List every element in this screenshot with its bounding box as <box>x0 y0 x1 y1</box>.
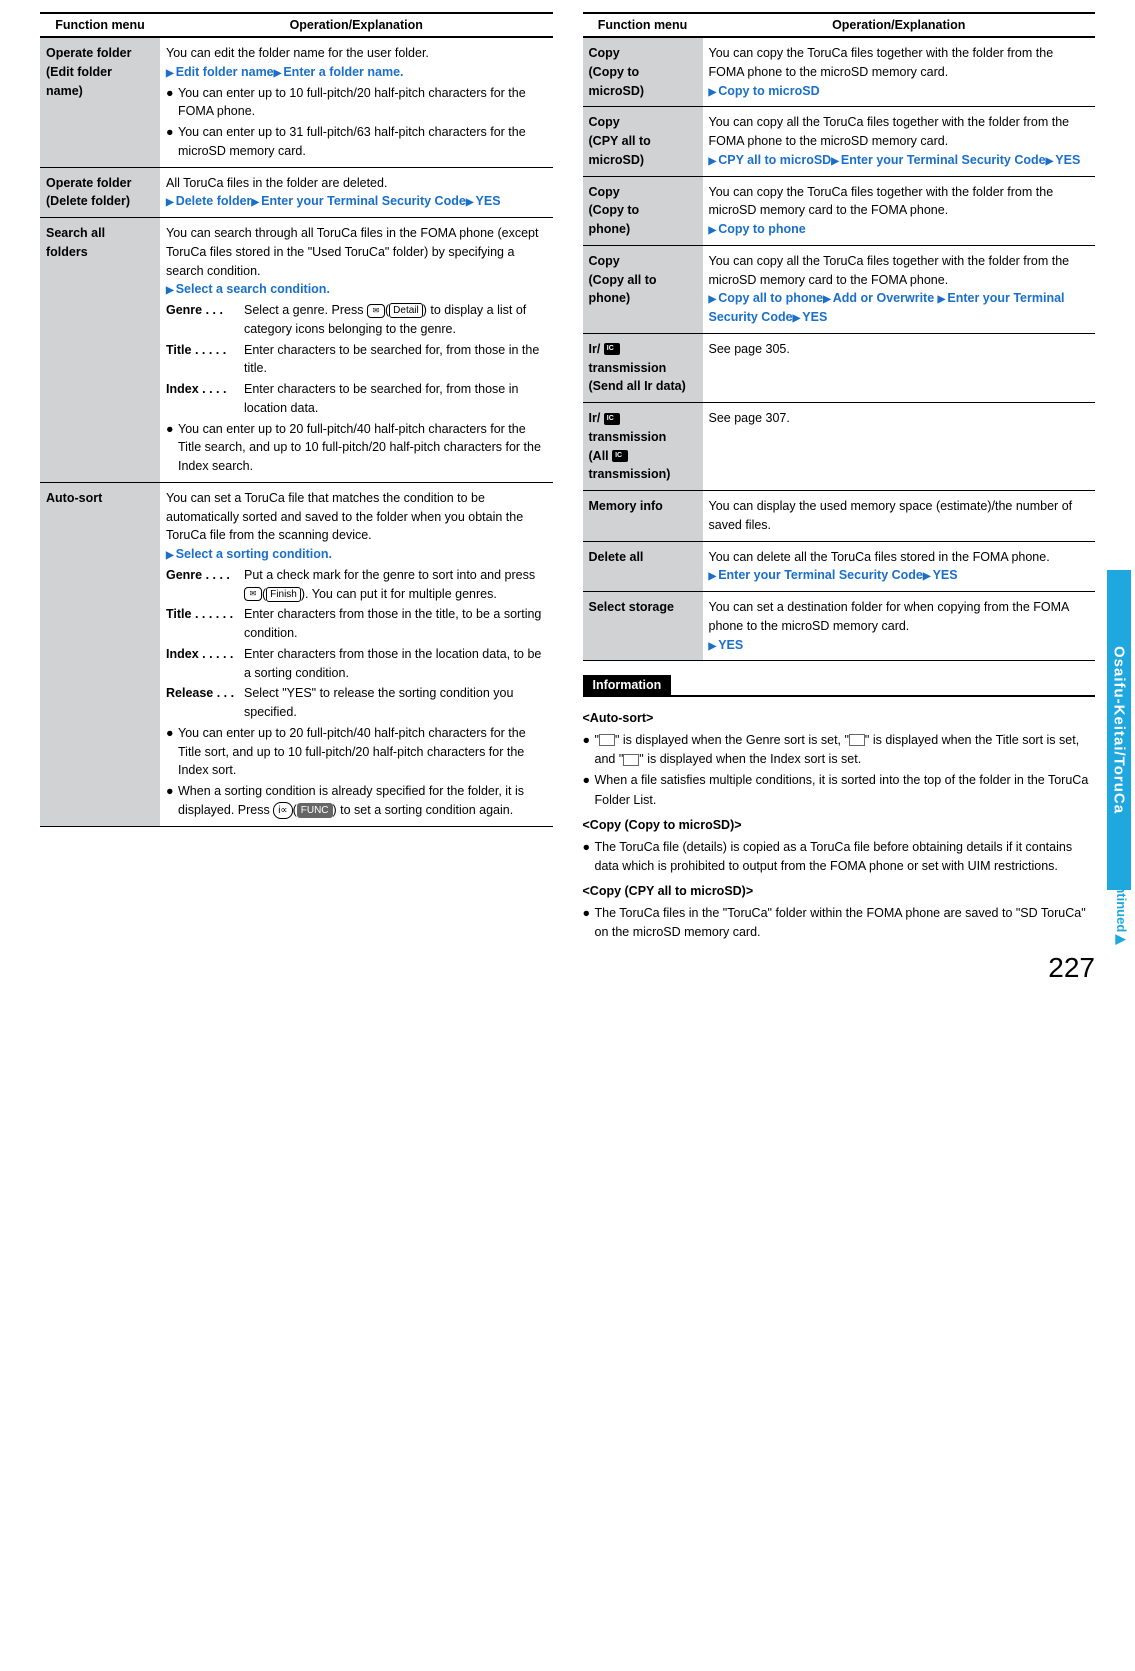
info-section-title: <Copy (CPY all to microSD)> <box>583 882 1096 901</box>
right-column: Function menu Operation/Explanation Copy… <box>583 12 1096 942</box>
step-text: Select a sorting condition. <box>166 545 549 564</box>
information-body: <Auto-sort> ●"" is displayed when the Ge… <box>583 695 1096 942</box>
ic-chip-icon <box>612 450 628 462</box>
table-row: Memory info You can display the used mem… <box>583 491 1096 542</box>
step-text: Copy all to phoneAdd or Overwrite Enter … <box>709 289 1092 327</box>
row-body: You can display the used memory space (e… <box>703 491 1096 542</box>
table-row: Delete all You can delete all the ToruCa… <box>583 541 1096 592</box>
def-index: Index . . . . Enter characters to be sea… <box>166 380 549 418</box>
step-text: YES <box>709 636 1092 655</box>
row-body: All ToruCa files in the folder are delet… <box>160 167 553 218</box>
step-text: Copy to microSD <box>709 82 1092 101</box>
left-column: Function menu Operation/Explanation Oper… <box>40 12 553 942</box>
row-body: You can copy the ToruCa files together w… <box>703 37 1096 107</box>
row-label: Operate folder (Edit folder name) <box>40 37 160 167</box>
row-label: Copy (Copy all to phone) <box>583 245 703 333</box>
table-row: Copy (CPY all to microSD) You can copy a… <box>583 107 1096 176</box>
bullet: ●"" is displayed when the Genre sort is … <box>583 731 1096 770</box>
header-operation: Operation/Explanation <box>160 13 553 37</box>
step-text: CPY all to microSDEnter your Terminal Se… <box>709 151 1092 170</box>
right-table: Function menu Operation/Explanation Copy… <box>583 12 1096 661</box>
detail-softkey-icon: Detail <box>389 303 423 318</box>
row-label: Ir/ transmission (Send all Ir data) <box>583 333 703 402</box>
row-body: See page 307. <box>703 403 1096 491</box>
envelope-icon: ✉ <box>367 304 385 318</box>
row-label: Select storage <box>583 592 703 661</box>
i-alpha-key-icon: i∝ <box>273 802 292 819</box>
row-body: You can search through all ToruCa files … <box>160 218 553 483</box>
row-body: You can copy the ToruCa files together w… <box>703 176 1096 245</box>
row-label: Copy (Copy to phone) <box>583 176 703 245</box>
def-genre: Genre . . . Select a genre. Press ✉(Deta… <box>166 301 549 339</box>
page-number: 227 <box>1048 952 1095 984</box>
def-genre: Genre . . . . Put a check mark for the g… <box>166 566 549 604</box>
info-section-title: <Auto-sort> <box>583 709 1096 728</box>
bullet: ●You can enter up to 10 full-pitch/20 ha… <box>166 84 549 122</box>
header-function-menu: Function menu <box>40 13 160 37</box>
side-tab: Osaifu-Keitai/ToruCa <box>1107 570 1131 890</box>
table-row: Ir/ transmission (All transmission) See … <box>583 403 1096 491</box>
row-label: Memory info <box>583 491 703 542</box>
finish-softkey-icon: Finish <box>266 587 301 602</box>
func-softkey-icon: FUNC <box>297 803 333 818</box>
table-row: Select storage You can set a destination… <box>583 592 1096 661</box>
title-sort-icon <box>849 734 865 746</box>
table-row: Copy (Copy to microSD) You can copy the … <box>583 37 1096 107</box>
row-body: You can copy all the ToruCa files togeth… <box>703 245 1096 333</box>
step-text: Delete folderEnter your Terminal Securit… <box>166 192 549 211</box>
step-text: Edit folder nameEnter a folder name. <box>166 63 549 82</box>
bullet: ●The ToruCa files in the "ToruCa" folder… <box>583 904 1096 943</box>
header-operation: Operation/Explanation <box>703 13 1096 37</box>
table-row: Operate folder (Delete folder) All ToruC… <box>40 167 553 218</box>
row-body: You can set a ToruCa file that matches t… <box>160 482 553 826</box>
table-row: Copy (Copy all to phone) You can copy al… <box>583 245 1096 333</box>
step-text: Copy to phone <box>709 220 1092 239</box>
row-label: Operate folder (Delete folder) <box>40 167 160 218</box>
ic-chip-icon <box>604 413 620 425</box>
bullet: ●The ToruCa file (details) is copied as … <box>583 838 1096 877</box>
table-header-row: Function menu Operation/Explanation <box>40 13 553 37</box>
information-header: Information <box>583 675 672 695</box>
table-header-row: Function menu Operation/Explanation <box>583 13 1096 37</box>
row-body: You can set a destination folder for whe… <box>703 592 1096 661</box>
def-title: Title . . . . . Enter characters to be s… <box>166 341 549 379</box>
def-index: Index . . . . . Enter characters from th… <box>166 645 549 683</box>
table-row: Search all folders You can search throug… <box>40 218 553 483</box>
index-sort-icon <box>623 754 639 766</box>
genre-sort-icon <box>599 734 615 746</box>
def-title: Title . . . . . . Enter characters from … <box>166 605 549 643</box>
bullet: ●You can enter up to 20 full-pitch/40 ha… <box>166 420 549 476</box>
row-body: See page 305. <box>703 333 1096 402</box>
row-body: You can delete all the ToruCa files stor… <box>703 541 1096 592</box>
row-body: You can copy all the ToruCa files togeth… <box>703 107 1096 176</box>
table-row: Copy (Copy to phone) You can copy the To… <box>583 176 1096 245</box>
row-body: You can edit the folder name for the use… <box>160 37 553 167</box>
table-row: Operate folder (Edit folder name) You ca… <box>40 37 553 167</box>
row-label: Delete all <box>583 541 703 592</box>
ic-chip-icon <box>604 343 620 355</box>
bullet: ●You can enter up to 31 full-pitch/63 ha… <box>166 123 549 161</box>
row-label: Copy (CPY all to microSD) <box>583 107 703 176</box>
envelope-icon: ✉ <box>244 587 262 601</box>
left-table: Function menu Operation/Explanation Oper… <box>40 12 553 827</box>
row-label: Copy (Copy to microSD) <box>583 37 703 107</box>
bullet: ●When a sorting condition is already spe… <box>166 782 549 820</box>
info-section-title: <Copy (Copy to microSD)> <box>583 816 1096 835</box>
def-release: Release . . . Select "YES" to release th… <box>166 684 549 722</box>
step-text: Enter your Terminal Security CodeYES <box>709 566 1092 585</box>
continued-indicator: Continued▶ <box>1114 868 1129 947</box>
table-row: Auto-sort You can set a ToruCa file that… <box>40 482 553 826</box>
bullet: ●You can enter up to 20 full-pitch/40 ha… <box>166 724 549 780</box>
table-row: Ir/ transmission (Send all Ir data) See … <box>583 333 1096 402</box>
step-text: Select a search condition. <box>166 280 549 299</box>
bullet: ●When a file satisfies multiple conditio… <box>583 771 1096 810</box>
row-label: Auto-sort <box>40 482 160 826</box>
row-label: Ir/ transmission (All transmission) <box>583 403 703 491</box>
header-function-menu: Function menu <box>583 13 703 37</box>
row-label: Search all folders <box>40 218 160 483</box>
